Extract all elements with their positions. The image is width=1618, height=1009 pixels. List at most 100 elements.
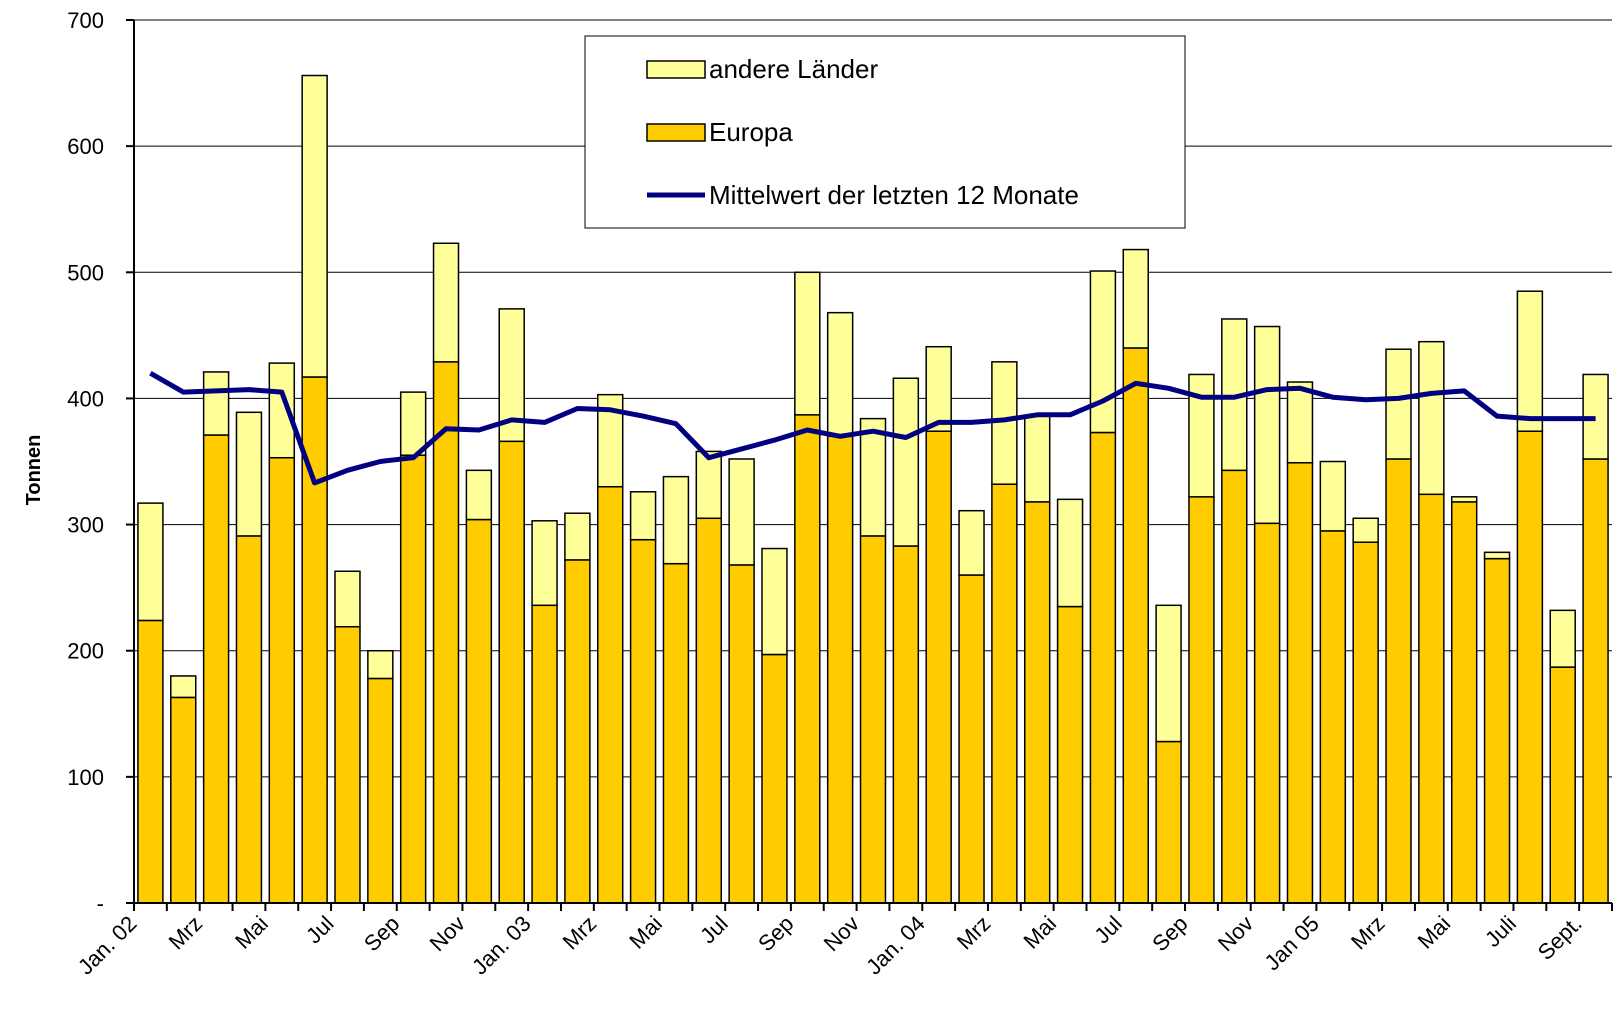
x-tick-label: Mai — [1018, 911, 1061, 954]
bar — [1056, 605, 1084, 904]
legend-label: andere Länder — [709, 54, 878, 84]
bar — [1352, 517, 1379, 543]
bar — [399, 454, 427, 904]
bar — [925, 430, 952, 904]
bar — [1122, 347, 1149, 904]
x-tick-label: Mrz — [164, 911, 208, 955]
legend-swatch — [646, 60, 706, 79]
x-tick-label: Juli — [1480, 911, 1521, 952]
bar — [761, 547, 788, 656]
bar — [1122, 248, 1149, 349]
bar — [695, 450, 723, 520]
bar — [1155, 740, 1182, 904]
y-tick-label: 600 — [67, 134, 104, 159]
x-tick-label: Sep — [753, 911, 798, 956]
bar — [695, 517, 723, 904]
x-tick-label: Jan. 04 — [861, 911, 930, 980]
x-tick-label: Mrz — [1346, 911, 1390, 955]
bar — [1089, 270, 1117, 434]
bar — [432, 242, 460, 363]
bar — [1023, 415, 1051, 503]
bar — [202, 434, 230, 904]
x-tick-label: Jan 05 — [1260, 911, 1324, 975]
x-tick-label: Jul — [1089, 911, 1127, 949]
bar — [597, 485, 624, 904]
y-tick-label: - — [97, 891, 104, 916]
bar — [334, 625, 361, 904]
bar — [1418, 340, 1445, 496]
bar — [1549, 609, 1576, 668]
bar — [859, 417, 887, 537]
bar — [1549, 666, 1576, 904]
bar — [629, 538, 657, 904]
bar — [564, 559, 591, 904]
bar — [137, 502, 164, 622]
bar — [728, 564, 755, 904]
bar — [235, 535, 263, 904]
bar — [662, 562, 690, 904]
bar — [432, 361, 460, 904]
average-line — [149, 371, 1596, 486]
y-tick-label: 500 — [67, 260, 104, 285]
bar — [1286, 381, 1314, 464]
bar — [662, 475, 690, 565]
x-tick-label: Nov — [819, 911, 864, 956]
bar — [1023, 501, 1051, 904]
bar — [1056, 498, 1084, 608]
bar — [531, 604, 558, 904]
bar — [1385, 348, 1412, 460]
bar — [1319, 460, 1347, 532]
bar — [170, 675, 197, 699]
x-tick-label: Sep — [1147, 911, 1192, 956]
bar — [728, 458, 755, 566]
bar — [1483, 557, 1511, 904]
bar — [761, 653, 788, 904]
bar — [334, 570, 361, 628]
x-tick-label: Jul — [301, 911, 339, 949]
y-tick-label: 400 — [67, 386, 104, 411]
bar — [465, 469, 493, 521]
bar — [465, 518, 493, 904]
y-tick-label: 100 — [67, 765, 104, 790]
bar — [1483, 551, 1511, 560]
bar — [958, 509, 985, 576]
bar — [170, 696, 197, 904]
bar — [1450, 501, 1478, 904]
bar — [301, 74, 328, 378]
x-tick-label: Sept. — [1533, 911, 1587, 965]
bar — [202, 371, 230, 436]
bar — [399, 391, 427, 456]
x-tick-label: Mai — [624, 911, 667, 954]
bar — [1418, 493, 1445, 904]
legend-label: Europa — [709, 117, 793, 147]
legend-swatch — [646, 123, 706, 142]
bar — [1582, 458, 1609, 904]
bar — [826, 435, 854, 904]
y-tick-label: 200 — [67, 639, 104, 664]
bar — [1155, 604, 1182, 743]
x-tick-label: Sep — [359, 911, 404, 956]
x-tick-label: Mai — [230, 911, 273, 954]
bar — [564, 512, 591, 561]
bar — [235, 411, 263, 537]
bar — [1221, 469, 1248, 904]
bar — [1516, 290, 1544, 432]
legend-label: Mittelwert der letzten 12 Monate — [709, 180, 1079, 210]
bar — [1089, 431, 1117, 904]
bar — [794, 414, 821, 904]
bar — [367, 677, 394, 904]
bar — [1188, 496, 1215, 904]
bar — [1385, 458, 1412, 904]
y-tick-label: 700 — [67, 8, 104, 33]
bar — [137, 619, 164, 904]
x-tick-label: Mrz — [952, 911, 996, 955]
y-tick-label: 300 — [67, 513, 104, 538]
bar — [859, 535, 887, 904]
bar — [892, 377, 920, 547]
bar — [1450, 496, 1478, 503]
x-tick-label: Nov — [1213, 911, 1258, 956]
bar — [1286, 462, 1314, 904]
x-tick-label: Nov — [425, 911, 470, 956]
bar — [268, 456, 296, 904]
